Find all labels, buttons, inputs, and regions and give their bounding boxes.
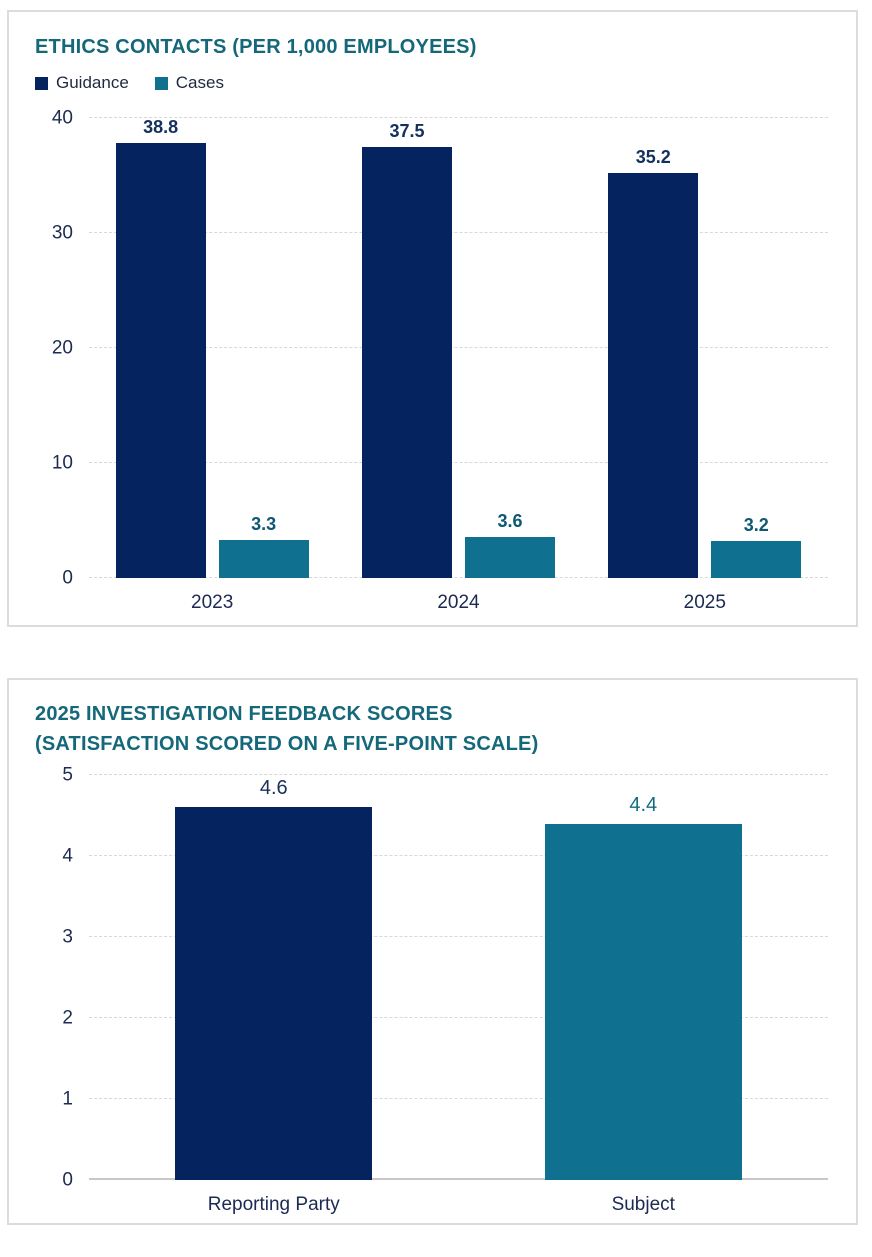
gridline-0 bbox=[89, 1178, 828, 1180]
x-axis-label: Reporting Party bbox=[207, 1194, 340, 1215]
bar bbox=[608, 173, 699, 578]
bar-pair: 38.8 3.3 bbox=[89, 118, 335, 578]
bar-value-label: 4.4 bbox=[629, 793, 658, 816]
bar bbox=[711, 541, 802, 578]
gridline-10 bbox=[89, 462, 828, 463]
bar-column: 3.6 bbox=[464, 118, 555, 578]
legend-label: Cases bbox=[175, 73, 224, 92]
bar bbox=[361, 146, 452, 578]
bar-group: 35.2 3.2 bbox=[582, 118, 828, 578]
gridline-40 bbox=[89, 117, 828, 118]
y-tick-label: 2 bbox=[62, 1007, 73, 1029]
bar-value-label: 4.6 bbox=[259, 777, 288, 800]
bar-column: 3.3 bbox=[218, 118, 309, 578]
gridline-20 bbox=[89, 347, 828, 348]
bar-group: 4.4 bbox=[459, 775, 829, 1180]
legend-swatch bbox=[154, 76, 168, 90]
feedback-scores-chart: 0 1 2 3 4 5 4.6 4.4 bbox=[35, 766, 842, 1190]
bar-value-label: 3.6 bbox=[497, 510, 523, 531]
ethics-contacts-chart: 0 10 20 30 40 38.8 3.3 37.5 3.6 35.2 3.2 bbox=[35, 109, 842, 588]
bar-column: 38.8 bbox=[115, 117, 206, 578]
feedback-scores-card: 2025 INVESTIGATION FEEDBACK SCORES (SATI… bbox=[7, 678, 858, 1225]
legend-swatch bbox=[35, 76, 48, 90]
y-tick-label: 40 bbox=[51, 107, 73, 129]
gridline-0 bbox=[89, 577, 828, 578]
gridline-3 bbox=[89, 936, 828, 937]
y-tick-label: 5 bbox=[62, 764, 73, 786]
y-tick-label: 0 bbox=[62, 567, 73, 589]
bar-value-label: 35.2 bbox=[635, 147, 671, 168]
bar-column: 3.2 bbox=[711, 118, 802, 578]
x-axis-labels: 2023 2024 2025 bbox=[89, 578, 828, 628]
x-axis-label: 2024 bbox=[437, 592, 480, 613]
y-tick-label: 0 bbox=[62, 1169, 73, 1191]
bar-value-label: 37.5 bbox=[389, 120, 425, 141]
bar-value-label: 38.8 bbox=[143, 117, 179, 137]
legend-item: Guidance bbox=[35, 73, 129, 93]
bar-column: 4.4 bbox=[544, 775, 742, 1180]
y-tick-label: 10 bbox=[51, 452, 73, 474]
chart-title-ethics-contacts: ETHICS CONTACTS (PER 1,000 EMPLOYEES) bbox=[35, 32, 842, 62]
chart-title-text: ETHICS CONTACTS (PER 1,000 EMPLOYEES) bbox=[35, 36, 477, 58]
bar bbox=[544, 823, 742, 1180]
bar-group: 38.8 3.3 bbox=[89, 118, 335, 578]
legend-item: Cases bbox=[154, 73, 224, 93]
gridline-5 bbox=[89, 774, 828, 775]
bar-value-label: 3.2 bbox=[743, 515, 769, 536]
chart-title-line-1: 2025 INVESTIGATION FEEDBACK SCORES bbox=[35, 703, 453, 725]
bar-column: 4.6 bbox=[175, 775, 373, 1180]
gridline-1 bbox=[89, 1098, 828, 1099]
y-tick-label: 30 bbox=[51, 222, 73, 244]
bar-pair: 4.6 bbox=[89, 775, 459, 1180]
bar-column: 37.5 bbox=[361, 118, 452, 578]
bar-value-label: 3.3 bbox=[251, 514, 277, 535]
ethics-contacts-card: ETHICS CONTACTS (PER 1,000 EMPLOYEES) Gu… bbox=[7, 10, 858, 627]
gridline-2 bbox=[89, 1017, 828, 1018]
bar bbox=[175, 807, 373, 1180]
bar-column: 35.2 bbox=[608, 118, 699, 578]
chart-title-line-2: (SATISFACTION SCORED ON A FIVE-POINT SCA… bbox=[35, 733, 539, 755]
plot-area: 4.6 4.4 bbox=[89, 774, 829, 1180]
legend: Guidance Cases bbox=[35, 73, 842, 93]
bar bbox=[115, 143, 206, 578]
bar-pair: 35.2 3.2 bbox=[582, 118, 828, 578]
bar-group: 4.6 bbox=[89, 775, 459, 1180]
x-axis-labels: Reporting Party Subject bbox=[89, 1180, 828, 1230]
bar bbox=[218, 540, 309, 578]
y-tick-label: 3 bbox=[62, 926, 73, 948]
x-axis-label: Subject bbox=[611, 1194, 675, 1215]
gridline-30 bbox=[89, 232, 828, 233]
bar-group: 37.5 3.6 bbox=[335, 118, 581, 578]
chart-title-feedback-scores: 2025 INVESTIGATION FEEDBACK SCORES (SATI… bbox=[35, 699, 842, 759]
y-axis-labels: 0 10 20 30 40 bbox=[35, 109, 79, 588]
gridline-4 bbox=[89, 855, 828, 856]
plot-area: 38.8 3.3 37.5 3.6 35.2 3.2 bbox=[89, 117, 828, 578]
legend-label: Guidance bbox=[56, 73, 129, 92]
y-tick-label: 20 bbox=[51, 337, 73, 359]
x-axis-label: 2023 bbox=[191, 592, 234, 613]
bar bbox=[464, 536, 555, 578]
bar-pair: 37.5 3.6 bbox=[335, 118, 581, 578]
y-tick-label: 1 bbox=[62, 1088, 73, 1110]
y-tick-label: 4 bbox=[62, 845, 73, 867]
bar-pair: 4.4 bbox=[459, 775, 829, 1180]
x-axis-label: 2025 bbox=[683, 592, 726, 613]
y-axis-labels: 0 1 2 3 4 5 bbox=[35, 766, 79, 1190]
